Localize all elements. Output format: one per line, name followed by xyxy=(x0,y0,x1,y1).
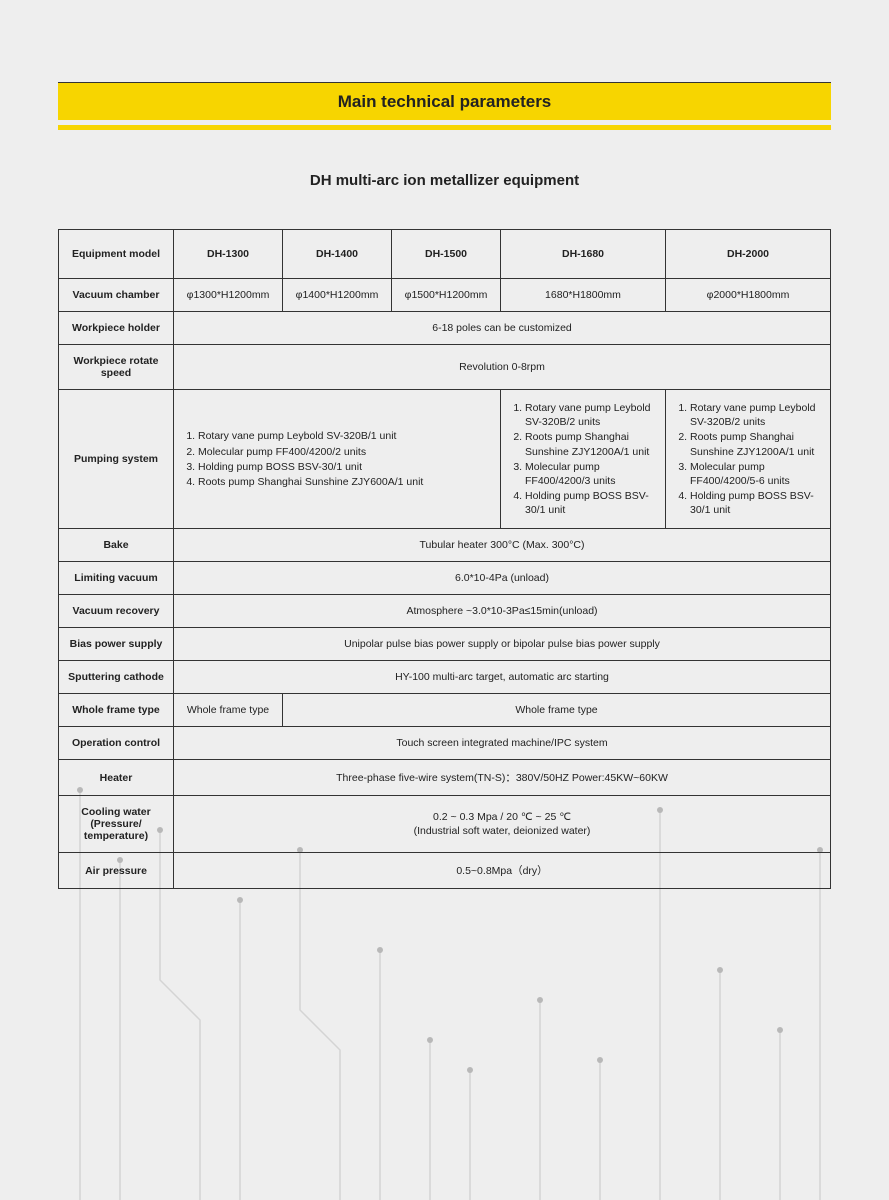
list-item: Holding pump BOSS BSV-30/1 unit xyxy=(690,489,822,517)
row-operation: Operation control Touch screen integrate… xyxy=(59,727,831,760)
title-banner: Main technical parameters xyxy=(58,82,831,120)
cell: φ1400*H1200mm xyxy=(283,279,392,312)
row-label: Bias power supply xyxy=(59,628,174,661)
list-item: Rotary vane pump Leybold SV-320B/1 unit xyxy=(198,429,492,443)
cell-merged: Unipolar pulse bias power supply or bipo… xyxy=(174,628,831,661)
row-label: Bake xyxy=(59,529,174,562)
list-item: Holding pump BOSS BSV-30/1 unit xyxy=(198,460,492,474)
row-heater: Heater Three-phase five-wire system(TN-S… xyxy=(59,760,831,796)
cell-merged: Atmosphere ~3.0*10-3Pa≤15min(unload) xyxy=(174,595,831,628)
row-air-pressure: Air pressure 0.5~0.8Mpa（dry） xyxy=(59,853,831,889)
cell-pump-c: Rotary vane pump Leybold SV-320B/2 units… xyxy=(666,390,831,529)
col-dh1500: DH-1500 xyxy=(392,230,501,279)
col-dh1400: DH-1400 xyxy=(283,230,392,279)
list-item: Holding pump BOSS BSV-30/1 unit xyxy=(525,489,657,517)
row-label: Workpiece holder xyxy=(59,312,174,345)
row-limiting-vacuum: Limiting vacuum 6.0*10-4Pa (unload) xyxy=(59,562,831,595)
cell-merged: Touch screen integrated machine/IPC syst… xyxy=(174,727,831,760)
cell-merged: 0.5~0.8Mpa（dry） xyxy=(174,853,831,889)
row-cooling: Cooling water (Pressure/ temperature) 0.… xyxy=(59,796,831,853)
list-item: Molecular pump FF400/4200/3 units xyxy=(525,460,657,488)
header-label: Equipment model xyxy=(59,230,174,279)
subtitle-text: DH multi-arc ion metallizer equipment xyxy=(58,172,831,189)
cell-merged: Revolution 0-8rpm xyxy=(174,345,831,390)
cell-merged: Tubular heater 300°C (Max. 300°C) xyxy=(174,529,831,562)
row-label: Operation control xyxy=(59,727,174,760)
col-dh1680: DH-1680 xyxy=(501,230,666,279)
row-workpiece-rotate: Workpiece rotate speed Revolution 0-8rpm xyxy=(59,345,831,390)
cell-merged: Three-phase five-wire system(TN-S)：380V/… xyxy=(174,760,831,796)
cooling-line2: (Industrial soft water, deionized water) xyxy=(180,825,824,837)
list-item: Rotary vane pump Leybold SV-320B/2 units xyxy=(690,401,822,429)
list-item: Molecular pump FF400/4200/2 units xyxy=(198,445,492,459)
row-label: Limiting vacuum xyxy=(59,562,174,595)
cell-frame-b: Whole frame type xyxy=(283,694,831,727)
row-vacuum-chamber: Vacuum chamber φ1300*H1200mm φ1400*H1200… xyxy=(59,279,831,312)
cell-pump-a: Rotary vane pump Leybold SV-320B/1 unit … xyxy=(174,390,501,529)
cell: 1680*H1800mm xyxy=(501,279,666,312)
list-item: Roots pump Shanghai Sunshine ZJY1200A/1 … xyxy=(690,430,822,458)
list-item: Roots pump Shanghai Sunshine ZJY600A/1 u… xyxy=(198,475,492,489)
row-workpiece-holder: Workpiece holder 6-18 poles can be custo… xyxy=(59,312,831,345)
row-label: Sputtering cathode xyxy=(59,661,174,694)
row-label: Heater xyxy=(59,760,174,796)
cell: φ2000*H1800mm xyxy=(666,279,831,312)
table-header-row: Equipment model DH-1300 DH-1400 DH-1500 … xyxy=(59,230,831,279)
row-bias-power: Bias power supply Unipolar pulse bias po… xyxy=(59,628,831,661)
title-text: Main technical parameters xyxy=(338,92,552,112)
list-item: Molecular pump FF400/4200/5-6 units xyxy=(690,460,822,488)
row-label: Vacuum chamber xyxy=(59,279,174,312)
cell: φ1500*H1200mm xyxy=(392,279,501,312)
row-sputtering: Sputtering cathode HY-100 multi-arc targ… xyxy=(59,661,831,694)
row-label: Whole frame type xyxy=(59,694,174,727)
row-label: Cooling water (Pressure/ temperature) xyxy=(59,796,174,853)
list-item: Roots pump Shanghai Sunshine ZJY1200A/1 … xyxy=(525,430,657,458)
spec-table: Equipment model DH-1300 DH-1400 DH-1500 … xyxy=(58,229,831,889)
cell-frame-a: Whole frame type xyxy=(174,694,283,727)
cell-merged: 0.2 ~ 0.3 Mpa / 20 ℃ ~ 25 ℃ (Industrial … xyxy=(174,796,831,853)
row-bake: Bake Tubular heater 300°C (Max. 300°C) xyxy=(59,529,831,562)
row-vacuum-recovery: Vacuum recovery Atmosphere ~3.0*10-3Pa≤1… xyxy=(59,595,831,628)
row-label: Vacuum recovery xyxy=(59,595,174,628)
col-dh1300: DH-1300 xyxy=(174,230,283,279)
row-pumping: Pumping system Rotary vane pump Leybold … xyxy=(59,390,831,529)
row-label: Air pressure xyxy=(59,853,174,889)
cell-pump-b: Rotary vane pump Leybold SV-320B/2 units… xyxy=(501,390,666,529)
cell-merged: HY-100 multi-arc target, automatic arc s… xyxy=(174,661,831,694)
col-dh2000: DH-2000 xyxy=(666,230,831,279)
row-label: Workpiece rotate speed xyxy=(59,345,174,390)
cooling-line1: 0.2 ~ 0.3 Mpa / 20 ℃ ~ 25 ℃ xyxy=(433,811,571,823)
row-frame-type: Whole frame type Whole frame type Whole … xyxy=(59,694,831,727)
cell-merged: 6-18 poles can be customized xyxy=(174,312,831,345)
cell-merged: 6.0*10-4Pa (unload) xyxy=(174,562,831,595)
title-underline xyxy=(58,125,831,130)
cell: φ1300*H1200mm xyxy=(174,279,283,312)
row-label: Pumping system xyxy=(59,390,174,529)
list-item: Rotary vane pump Leybold SV-320B/2 units xyxy=(525,401,657,429)
